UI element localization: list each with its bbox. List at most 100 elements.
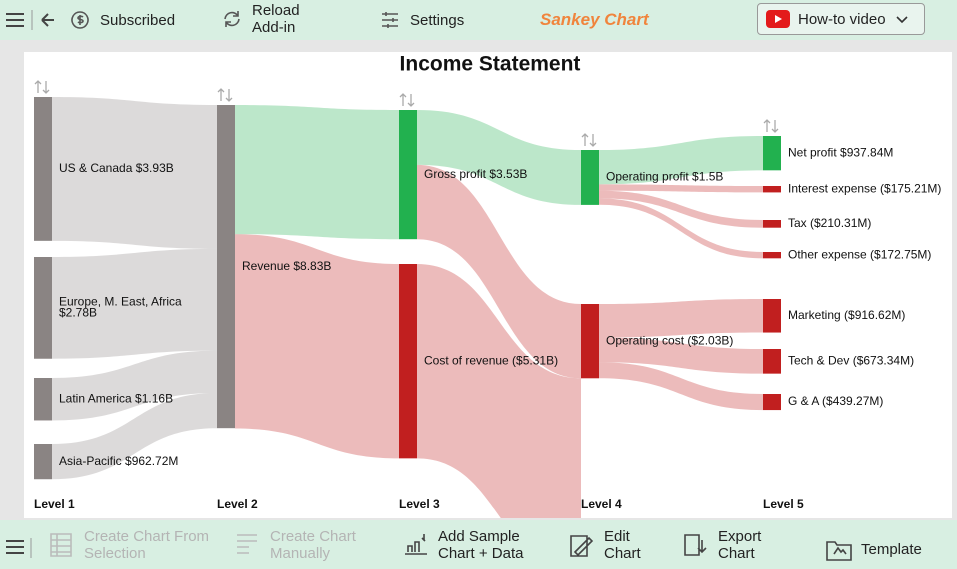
- node-label: Europe, M. East, Africa $2.78B: [59, 295, 182, 320]
- link: [235, 105, 399, 240]
- button-label: Template: [861, 540, 922, 558]
- button-label: Create Chart From: [84, 528, 210, 545]
- node-label: Interest expense ($175.21M): [788, 181, 941, 195]
- node-label: Marketing ($916.62M): [788, 308, 905, 322]
- node: [34, 378, 52, 421]
- button-label: Create Chart: [270, 528, 356, 545]
- top-toolbar: Subscribed Reload Add-in Settings Sankey Cha…: [0, 0, 957, 40]
- button-text: Template: [861, 541, 922, 558]
- link: [52, 248, 217, 359]
- node: [763, 394, 781, 411]
- toolbar-button[interactable]: Settings: [380, 10, 464, 30]
- icon: [570, 535, 594, 557]
- how-to-video-button[interactable]: How-to video: [757, 3, 925, 35]
- chart-title: Income Statement: [400, 53, 581, 76]
- button-text: Create Chart Manually: [270, 528, 356, 562]
- button-label: Add Sample: [438, 528, 520, 545]
- button-label: Manually: [270, 545, 331, 562]
- sort-icon: [399, 93, 415, 107]
- menu-back-icons[interactable]: [4, 10, 54, 30]
- node-label: Asia-Pacific $962.72M: [59, 454, 178, 468]
- node: [763, 299, 781, 333]
- node-label: US & Canada $3.93B: [59, 161, 174, 175]
- menu-icon[interactable]: [4, 538, 34, 558]
- button-text: Export Chart: [718, 528, 761, 562]
- toolbar-button[interactable]: Add Sample Chart + Data: [402, 528, 523, 562]
- node-label: G & A ($439.27M): [788, 394, 883, 408]
- node: [34, 257, 52, 359]
- icon: [71, 11, 89, 29]
- node: [763, 136, 781, 171]
- button-label: How-to video: [798, 10, 886, 28]
- node: [581, 150, 599, 205]
- chart: Income Statement US & Canada $3.93B Europ…: [24, 52, 952, 518]
- button-label: Settings: [410, 11, 465, 29]
- node: [217, 105, 235, 429]
- youtube-icon: [766, 10, 790, 28]
- link: [599, 362, 763, 411]
- node-label: Net profit $937.84M: [788, 145, 893, 159]
- level-label: Level 5: [763, 497, 804, 511]
- node-label: Tech & Dev ($673.34M): [788, 353, 914, 367]
- link: [599, 190, 763, 228]
- button-text: Create Chart From Selection: [84, 528, 209, 562]
- link: [417, 264, 581, 518]
- button-label: Export: [718, 528, 762, 545]
- icon: [684, 534, 707, 556]
- button-text: Edit Chart: [604, 528, 641, 562]
- link: [599, 337, 763, 374]
- link: [52, 350, 217, 421]
- button-label: Chart: [604, 545, 641, 562]
- node: [581, 304, 599, 379]
- node-label: Latin America $1.16B: [59, 391, 173, 405]
- label-line: $2.78B: [59, 306, 97, 320]
- level-label: Level 2: [217, 497, 258, 511]
- button-text: Reload Add-in: [252, 2, 300, 36]
- toolbar-button[interactable]: Subscribed: [70, 10, 175, 30]
- node: [399, 264, 417, 459]
- bottom-toolbar: Create Chart From Selection Create Chart Ma…: [0, 520, 957, 569]
- sort-icon: [763, 119, 779, 133]
- node-label: Gross profit $3.53B: [424, 167, 527, 181]
- button-label: Selection: [84, 545, 146, 562]
- sort-icon: [217, 88, 233, 102]
- button-text: Subscribed: [100, 12, 175, 29]
- link: [235, 234, 399, 459]
- sort-icon: [34, 80, 50, 94]
- button-label: Reload: [252, 2, 300, 19]
- level-label: Level 4: [581, 497, 622, 511]
- label-line: Europe, M. East, Africa: [59, 295, 182, 309]
- icon: [382, 12, 398, 28]
- link: [599, 184, 763, 193]
- button-label: Subscribed: [100, 11, 176, 29]
- node: [763, 186, 781, 193]
- toolbar-button: Create Chart Manually: [234, 528, 356, 562]
- link: [599, 299, 763, 338]
- node: [763, 349, 781, 374]
- node-label: Cost of revenue ($5.31B): [424, 353, 558, 367]
- toolbar-button[interactable]: Template: [825, 536, 922, 562]
- icon: [224, 11, 240, 27]
- node: [34, 97, 52, 241]
- button-label: Add-in: [252, 19, 296, 36]
- node: [763, 220, 781, 228]
- level-label: Level 3: [399, 497, 440, 511]
- icon: [895, 16, 908, 24]
- button-label: Edit: [604, 528, 630, 545]
- link: [599, 198, 763, 259]
- toolbar-button[interactable]: Edit Chart: [568, 528, 641, 562]
- icon: [237, 534, 257, 554]
- node: [34, 444, 52, 480]
- button-text: Settings: [410, 12, 464, 29]
- level-label: Level 1: [34, 497, 75, 511]
- link: [417, 164, 581, 379]
- toolbar-button[interactable]: Export Chart: [682, 528, 761, 562]
- link: [52, 97, 217, 249]
- plot: Income Statement US & Canada $3.93B Europ…: [34, 53, 941, 518]
- toolbar-button[interactable]: Reload Add-in: [222, 2, 300, 36]
- node: [763, 252, 781, 259]
- icon: [50, 533, 72, 557]
- node-label: Operating cost ($2.03B): [606, 333, 733, 347]
- toolbar-button: Create Chart From Selection: [48, 528, 209, 562]
